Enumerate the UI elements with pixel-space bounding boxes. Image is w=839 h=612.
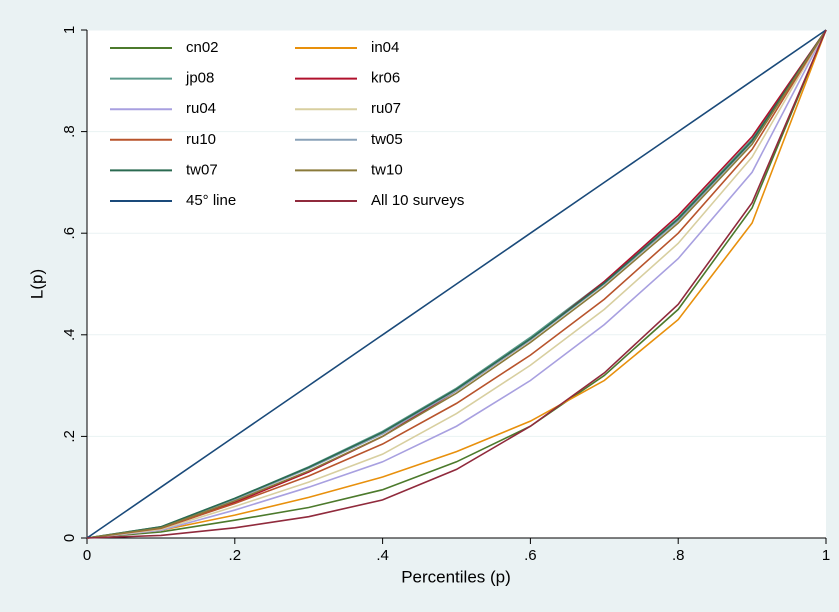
series-line: [86, 29, 827, 539]
x-tick-label: .6: [524, 547, 537, 564]
legend-label: tw05: [371, 131, 403, 148]
y-tick-label: .4: [61, 329, 78, 342]
series-line: [86, 29, 827, 539]
y-tick-label: .6: [61, 227, 78, 240]
y-tick-label: .8: [61, 125, 78, 138]
y-tick-label: 0: [61, 534, 78, 542]
series-line: [86, 29, 827, 539]
x-tick-label: .4: [376, 547, 389, 564]
series-line: [86, 29, 827, 539]
legend-label: kr06: [371, 70, 400, 87]
legend-label: ru07: [371, 100, 401, 117]
legend-label: ru10: [186, 131, 216, 148]
legend-label: jp08: [185, 70, 214, 87]
x-tick-label: 0: [83, 547, 91, 564]
series-line: [86, 29, 827, 539]
series-line: [86, 29, 827, 539]
legend-label: 45° line: [186, 192, 236, 209]
x-tick-label: .2: [229, 547, 242, 564]
series-line: [86, 29, 827, 539]
y-tick-label: 1: [61, 26, 78, 34]
legend-label: tw07: [186, 161, 218, 178]
y-tick-label: .2: [61, 430, 78, 443]
y-axis-label: L(p): [27, 269, 46, 299]
legend-label: tw10: [371, 161, 403, 178]
series-line: [86, 29, 827, 539]
x-axis-label: Percentiles (p): [401, 567, 511, 586]
x-tick-label: .8: [672, 547, 685, 564]
series-line: [86, 29, 827, 539]
legend-label: ru04: [186, 100, 216, 117]
legend-label: cn02: [186, 39, 219, 56]
legend-label: in04: [371, 39, 399, 56]
x-tick-label: 1: [822, 547, 830, 564]
legend-label: All 10 surveys: [371, 192, 464, 209]
